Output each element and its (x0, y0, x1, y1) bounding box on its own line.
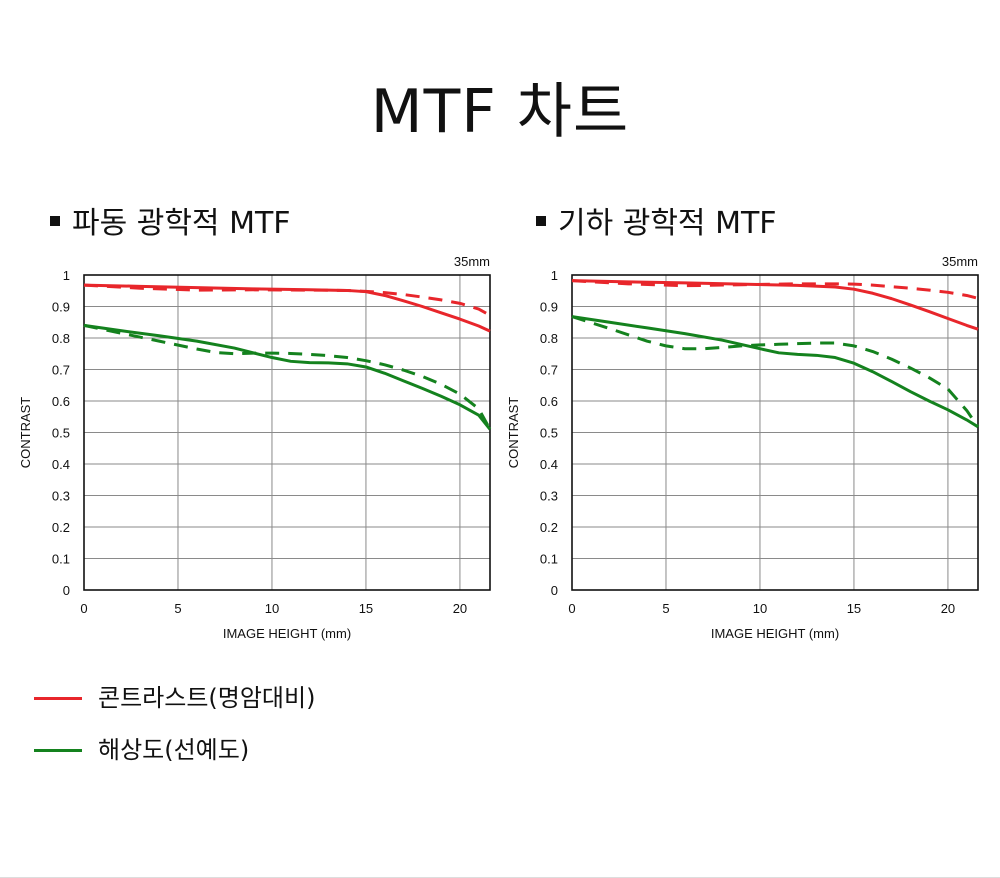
y-tick-label: 0.8 (540, 331, 558, 346)
mtf-chart-wave-optical: 00.10.20.30.40.50.60.70.80.910 5 10 15 20IMA… (18, 254, 492, 641)
y-tick-label: 0.1 (52, 552, 70, 567)
y-axis-label: CONTRAST (506, 397, 521, 469)
x-tick-label: 0 (80, 601, 87, 616)
chart-heading-wave: 파동 광학적 MTF (50, 206, 291, 242)
series-line-contrast-solid (83, 283, 491, 333)
y-tick-label: 0.5 (540, 426, 558, 441)
series-line-resolution-dashed (571, 315, 980, 428)
y-tick-label: 0.2 (52, 520, 70, 535)
series-line-resolution-solid (571, 315, 979, 429)
x-tick-label: 5 (662, 601, 669, 616)
x-tick-label: 10 (265, 601, 279, 616)
x-tick-label: 20 (453, 601, 467, 616)
chart-title-wave: 파동 광학적 MTF (72, 206, 291, 241)
series-line-contrast-solid (571, 279, 979, 331)
legend-swatch-resolution (34, 748, 82, 752)
y-axis-label: CONTRAST (18, 397, 33, 469)
square-bullet-icon (50, 215, 60, 226)
y-tick-label: 0.7 (52, 363, 70, 378)
y-tick-label: 0.6 (52, 394, 70, 409)
y-tick-label: 0.1 (540, 552, 558, 567)
y-tick-label: 0.6 (540, 394, 558, 409)
y-tick-label: 1 (63, 268, 70, 283)
chart-subtitle: 35mm (454, 254, 490, 269)
x-tick-label: 10 (753, 601, 767, 616)
x-tick-label: 5 (174, 601, 181, 616)
y-tick-label: 0 (551, 583, 558, 598)
page-title: MTF 차트 (370, 77, 630, 147)
legend-swatch-contrast (34, 696, 82, 700)
series-line-resolution-solid (83, 323, 492, 431)
y-tick-label: 0.3 (52, 489, 70, 504)
y-tick-label: 0.9 (52, 300, 70, 315)
y-tick-label: 0 (63, 583, 70, 598)
y-tick-label: 0.8 (52, 331, 70, 346)
chart-title-geometric: 기하 광학적 MTF (558, 206, 777, 241)
y-tick-label: 0.9 (540, 300, 558, 315)
y-tick-label: 0.3 (540, 489, 558, 504)
legend-item-contrast: 콘트라스트(명암대비) (34, 676, 315, 720)
chart-heading-geometric: 기하 광학적 MTF (536, 206, 777, 242)
x-tick-label: 15 (359, 601, 373, 616)
plot-frame (571, 274, 979, 591)
y-tick-label: 0.5 (52, 426, 70, 441)
series-line-resolution-dashed (83, 323, 492, 431)
square-bullet-icon (536, 215, 546, 226)
x-tick-label: 0 (568, 601, 575, 616)
y-tick-label: 0.4 (540, 457, 558, 472)
legend-label-contrast: 콘트라스트(명암대비) (98, 684, 316, 712)
legend-item-resolution: 해상도(선예도) (34, 728, 315, 772)
y-tick-label: 0.7 (540, 363, 558, 378)
series-line-contrast-dashed (571, 279, 979, 300)
x-axis-label: IMAGE HEIGHT (mm) (711, 626, 839, 641)
y-tick-label: 0.4 (52, 457, 70, 472)
mtf-chart-geometric-optical: 00.10.20.30.40.50.60.70.80.910 5 10 15 20IMA… (506, 254, 980, 641)
x-tick-label: 15 (847, 601, 861, 616)
legend-label-resolution: 해상도(선예도) (98, 736, 250, 764)
y-tick-label: 1 (551, 268, 558, 283)
plot-frame (83, 274, 491, 591)
y-tick-label: 0.2 (540, 520, 558, 535)
x-axis-label: IMAGE HEIGHT (mm) (223, 626, 351, 641)
chart-subtitle: 35mm (942, 254, 978, 269)
series-line-contrast-dashed (83, 283, 491, 317)
x-tick-label: 20 (941, 601, 955, 616)
legend: 콘트라스트(명암대비) 해상도(선예도) (34, 676, 315, 780)
